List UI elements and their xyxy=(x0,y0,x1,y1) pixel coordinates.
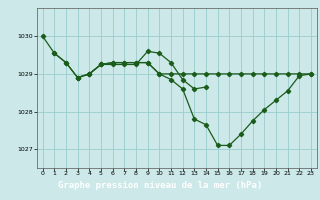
Text: Graphe pression niveau de la mer (hPa): Graphe pression niveau de la mer (hPa) xyxy=(58,182,262,190)
